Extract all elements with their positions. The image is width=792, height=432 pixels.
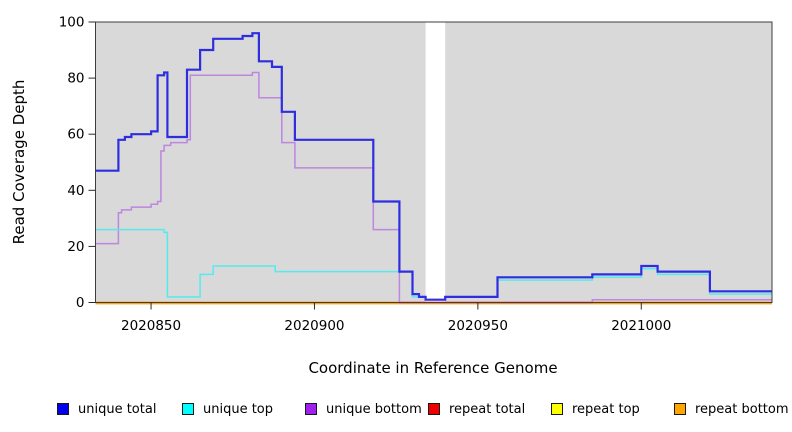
legend-swatch-icon xyxy=(674,403,686,415)
legend-swatch-icon xyxy=(305,403,317,415)
x-tick-label: 2020900 xyxy=(284,318,344,334)
x-tick-label: 2020950 xyxy=(448,318,508,334)
legend-label: repeat top xyxy=(572,401,640,417)
x-tick-label: 2020850 xyxy=(121,318,181,334)
y-tick-label: 80 xyxy=(67,71,84,87)
legend-label: unique bottom xyxy=(326,401,422,417)
legend-swatch-icon xyxy=(182,403,194,415)
legend-item-repeat-total: repeat total xyxy=(428,399,525,419)
legend-item-repeat-bottom: repeat bottom xyxy=(674,399,789,419)
y-tick-label: 0 xyxy=(76,295,85,311)
x-tick-label: 2021000 xyxy=(611,318,671,334)
legend-label: repeat total xyxy=(449,401,526,417)
y-axis-title: Read Coverage Depth xyxy=(10,80,28,245)
legend-item-repeat-top: repeat top xyxy=(551,399,640,419)
legend-item-unique-total: unique total xyxy=(57,399,156,419)
plot-frame xyxy=(95,21,773,303)
coverage-chart: 0 20 40 60 80 100 2020850 2020900 2020950 2021000… xyxy=(10,15,773,377)
legend-swatch-icon xyxy=(428,403,440,415)
y-tick-label: 20 xyxy=(67,239,84,255)
y-tick-label: 60 xyxy=(67,127,84,143)
legend-swatch-icon xyxy=(57,403,69,415)
x-axis-title: Coordinate in Reference Genome xyxy=(308,359,557,377)
legend-label: unique total xyxy=(78,401,157,417)
y-tick-label: 100 xyxy=(59,15,85,31)
legend: unique total unique top unique bottom repea… xyxy=(0,399,792,421)
series-unique-total xyxy=(95,32,772,301)
axes: 0 20 40 60 80 100 2020850 2020900 2020950 2021000 xyxy=(59,15,672,335)
y-tick-label: 40 xyxy=(67,183,84,199)
legend-swatch-icon xyxy=(551,403,563,415)
legend-item-unique-bottom: unique bottom xyxy=(305,399,422,419)
plot-area xyxy=(95,21,773,305)
legend-item-unique-top: unique top xyxy=(182,399,273,419)
coverage-gap-band xyxy=(425,22,446,303)
legend-label: repeat bottom xyxy=(695,401,789,417)
legend-label: unique top xyxy=(203,401,274,417)
